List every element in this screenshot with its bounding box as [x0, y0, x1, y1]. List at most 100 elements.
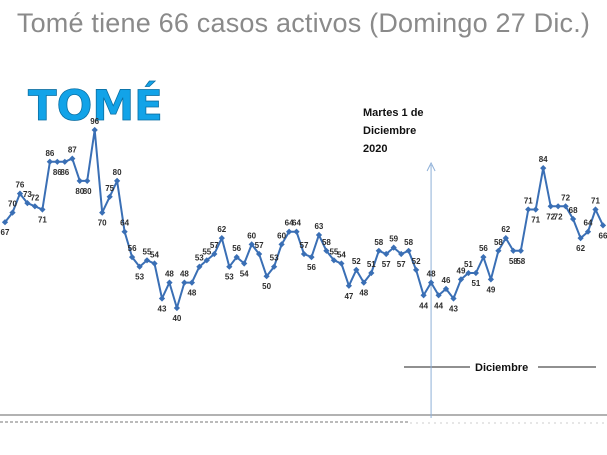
data-point	[472, 269, 480, 277]
data-label: 60	[277, 231, 286, 240]
month-label: Diciembre	[475, 362, 528, 374]
data-point	[502, 234, 509, 242]
data-label: 87	[68, 146, 77, 155]
data-point	[121, 228, 128, 235]
data-label: 57	[210, 241, 219, 250]
data-label: 86	[53, 168, 62, 177]
data-label: 43	[158, 305, 167, 314]
data-point	[46, 158, 53, 165]
series-line	[4, 129, 604, 309]
annotation-arrow-head	[426, 161, 436, 172]
data-label: 58	[494, 238, 503, 247]
annotation: Martes 1 de Diciembre 2020	[363, 107, 424, 155]
data-point	[270, 263, 278, 270]
data-label: 52	[412, 257, 421, 266]
data-point	[353, 266, 360, 274]
data-label: 64	[285, 219, 294, 228]
data-point	[390, 244, 397, 251]
data-label: 80	[83, 187, 92, 196]
data-point	[69, 155, 76, 162]
data-label: 84	[539, 155, 548, 164]
data-point	[128, 253, 136, 261]
data-point	[360, 279, 367, 286]
data-label: 72	[30, 193, 39, 202]
big-location-label: TOMÉ	[28, 80, 163, 130]
data-point	[442, 285, 450, 293]
data-label: 54	[150, 251, 159, 260]
data-label: 57	[382, 260, 391, 269]
data-label: 40	[172, 314, 181, 323]
data-label: 66	[599, 231, 607, 240]
data-label: 55	[202, 247, 211, 256]
data-label: 70	[98, 219, 107, 228]
data-label: 50	[262, 282, 271, 291]
data-point	[480, 253, 487, 261]
data-point	[599, 222, 607, 229]
data-point	[181, 279, 188, 286]
data-point	[554, 203, 562, 210]
data-point	[338, 260, 345, 267]
data-label: 62	[217, 225, 226, 234]
data-point	[263, 273, 270, 280]
data-point	[136, 263, 143, 270]
data-label: 58	[509, 257, 518, 266]
data-label: 49	[486, 285, 495, 294]
data-point	[435, 292, 442, 299]
data-label: 43	[449, 305, 458, 314]
data-point	[345, 282, 353, 289]
data-label: 53	[225, 273, 234, 282]
data-point	[330, 257, 338, 264]
data-point	[412, 266, 420, 274]
data-label: 51	[471, 279, 480, 288]
data-point	[151, 260, 158, 267]
data-label: 56	[479, 244, 488, 253]
data-point	[420, 292, 427, 299]
data-label: 46	[442, 276, 451, 285]
data-point	[211, 250, 218, 258]
data-label: 64	[120, 219, 129, 228]
data-point	[540, 164, 547, 172]
data-label: 71	[524, 197, 533, 206]
data-label: 57	[300, 241, 309, 250]
data-label: 52	[352, 257, 361, 266]
data-label: 75	[105, 184, 114, 193]
data-point	[487, 276, 495, 283]
data-label: 51	[367, 260, 376, 269]
data-point	[61, 158, 68, 165]
data-point	[525, 206, 532, 213]
data-point	[293, 228, 300, 235]
data-point	[457, 276, 465, 283]
data-label: 58	[404, 238, 413, 247]
data-point	[113, 177, 121, 185]
data-point	[31, 203, 39, 210]
data-label: 48	[180, 270, 189, 279]
data-label: 60	[247, 231, 256, 240]
data-point	[99, 209, 106, 216]
chart-title: Tomé tiene 66 casos activos (Domingo 27 …	[16, 8, 591, 38]
data-point	[592, 206, 599, 213]
data-point	[173, 304, 181, 312]
data-point	[450, 295, 457, 302]
data-point	[188, 279, 196, 286]
data-label: 44	[434, 301, 443, 310]
data-point	[166, 279, 173, 286]
data-label: 68	[569, 206, 578, 215]
data-label: 54	[337, 251, 346, 260]
data-label: 56	[307, 263, 316, 272]
data-label: 51	[464, 260, 473, 269]
data-label: 48	[165, 270, 174, 279]
data-point	[158, 295, 166, 302]
data-label: 49	[457, 266, 466, 275]
data-point	[427, 279, 435, 286]
month-bracket: Diciembre	[404, 362, 596, 374]
data-label: 53	[270, 254, 279, 263]
data-label: 64	[584, 219, 593, 228]
data-point	[54, 158, 61, 165]
annotation-line-3: 2020	[363, 143, 387, 155]
data-point	[248, 241, 255, 248]
annotation-line-2: Diciembre	[363, 125, 416, 137]
data-label: 54	[240, 270, 249, 279]
data-label: 56	[128, 244, 137, 253]
data-label: 86	[60, 168, 69, 177]
